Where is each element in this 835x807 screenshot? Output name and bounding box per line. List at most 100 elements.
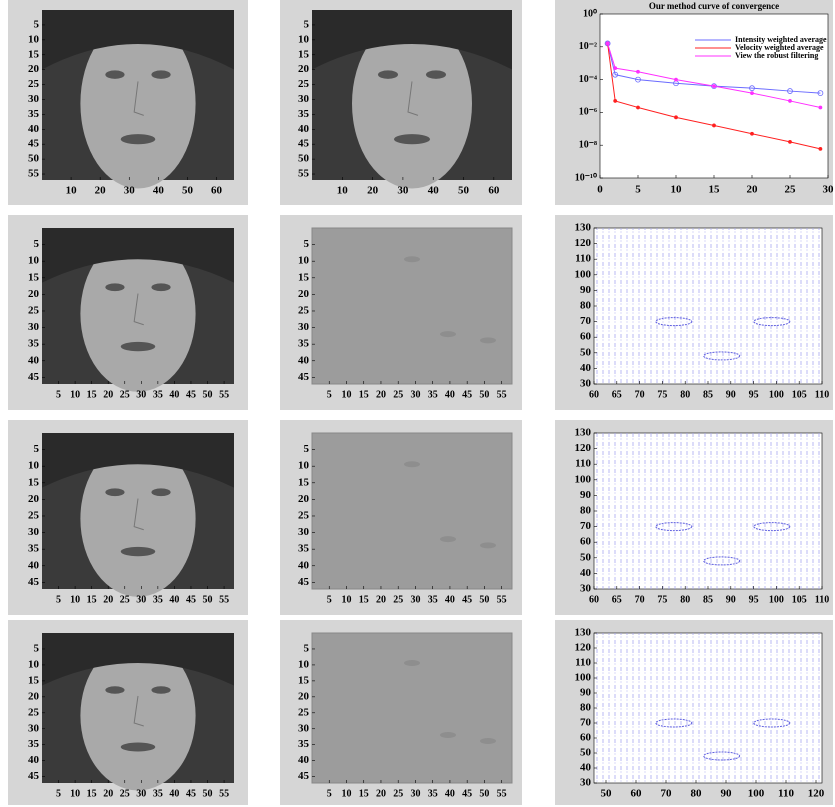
y-tick-label: 25: [28, 305, 40, 317]
x-tick-label: 20: [367, 185, 379, 197]
y-tick-label: 80: [580, 505, 592, 517]
y-tick-label: 25: [298, 305, 310, 317]
y-tick-label: 15: [28, 476, 40, 488]
x-tick-label: 15: [87, 594, 97, 605]
y-tick-label: 35: [28, 738, 40, 750]
y-tick-label: 45: [298, 138, 310, 150]
x-tick-label: 55: [219, 788, 229, 799]
y-tick-label: 5: [304, 443, 310, 455]
x-tick-label: 55: [497, 389, 507, 400]
x-tick-label: 5: [56, 389, 61, 400]
y-tick-label: 30: [28, 722, 40, 734]
data-point: [789, 140, 792, 143]
y-tick-label: 40: [298, 354, 310, 366]
y-tick-label: 20: [28, 493, 40, 505]
x-tick-label: 15: [87, 788, 97, 799]
y-tick-label: 25: [298, 706, 310, 718]
x-tick-label: 30: [410, 389, 420, 400]
data-point: [637, 106, 640, 109]
y-tick-label: 5: [304, 642, 310, 654]
data-point: [675, 78, 678, 81]
x-tick-label: 20: [376, 389, 386, 400]
y-tick-label: 35: [28, 543, 40, 555]
x-tick-label: 40: [169, 389, 179, 400]
y-tick-label: 100: [575, 268, 592, 280]
x-tick-label: 30: [124, 185, 136, 197]
data-point: [614, 67, 617, 70]
x-tick-label: 50: [458, 185, 470, 197]
residual: [440, 331, 456, 337]
y-tick-label: 70: [580, 520, 592, 532]
x-tick-label: 100: [769, 389, 784, 400]
x-tick-label: 40: [445, 788, 455, 799]
x-tick-label: 20: [103, 389, 113, 400]
mouth: [121, 134, 156, 144]
x-tick-label: 25: [393, 389, 403, 400]
x-tick-label: 75: [657, 594, 667, 605]
x-tick-label: 55: [219, 594, 229, 605]
x-tick-label: 100: [769, 594, 784, 605]
flow-field: [594, 633, 822, 783]
residual: [480, 738, 496, 744]
y-tick-label: 20: [28, 690, 40, 702]
y-tick-label: 25: [28, 78, 40, 90]
x-tick-label: 120: [808, 788, 825, 800]
y-tick-label: 10: [298, 460, 310, 472]
x-tick-label: 65: [612, 594, 622, 605]
y-tick-label: 70: [580, 315, 592, 327]
data-point: [751, 132, 754, 135]
x-tick-label: 10: [70, 594, 80, 605]
eye: [151, 70, 170, 79]
image-background: [312, 433, 512, 589]
x-tick-label: 40: [428, 185, 440, 197]
data-point: [789, 99, 792, 102]
flow-field: [594, 433, 822, 589]
x-tick-label: 25: [120, 389, 130, 400]
x-tick-label: 90: [726, 389, 736, 400]
y-tick-label: 130: [575, 627, 592, 639]
y-tick-label: 40: [28, 354, 40, 366]
x-tick-label: 50: [203, 594, 213, 605]
y-tick-label: 15: [28, 48, 40, 60]
x-tick-label: 25: [120, 594, 130, 605]
x-tick-label: 50: [203, 788, 213, 799]
y-tick-label: 10⁻⁸: [579, 139, 597, 150]
x-tick-label: 5: [56, 594, 61, 605]
y-tick-label: 10⁰: [583, 8, 597, 19]
x-tick-label: 110: [778, 788, 794, 800]
x-tick-label: 20: [103, 788, 113, 799]
x-tick-label: 105: [792, 389, 807, 400]
legend-label: View the robust filtering: [735, 51, 818, 60]
y-tick-label: 45: [28, 138, 40, 150]
data-point: [637, 70, 640, 73]
residual: [440, 536, 456, 542]
x-tick-label: 15: [87, 389, 97, 400]
y-tick-label: 35: [28, 338, 40, 350]
y-tick-label: 20: [28, 63, 40, 75]
x-tick-label: 35: [428, 389, 438, 400]
y-tick-label: 30: [580, 583, 592, 595]
x-tick-label: 20: [376, 788, 386, 799]
eye: [105, 70, 124, 79]
y-tick-label: 30: [298, 722, 310, 734]
x-tick-label: 30: [136, 594, 146, 605]
residual: [404, 660, 420, 666]
y-tick-label: 35: [28, 108, 40, 120]
y-tick-label: 80: [580, 702, 592, 714]
x-tick-label: 85: [703, 389, 713, 400]
residual: [480, 542, 496, 548]
x-tick-label: 95: [749, 594, 759, 605]
x-tick-label: 50: [182, 185, 194, 197]
y-tick-label: 20: [298, 288, 310, 300]
mouth: [121, 743, 156, 752]
x-tick-label: 65: [612, 389, 622, 400]
y-tick-label: 90: [580, 489, 592, 501]
y-tick-label: 120: [575, 642, 592, 654]
y-tick-label: 40: [28, 754, 40, 766]
y-tick-label: 40: [580, 567, 592, 579]
y-tick-label: 30: [580, 777, 592, 789]
x-tick-label: 90: [721, 788, 733, 800]
x-tick-label: 10: [337, 185, 349, 197]
x-tick-label: 95: [749, 389, 759, 400]
x-tick-label: 60: [631, 788, 643, 800]
